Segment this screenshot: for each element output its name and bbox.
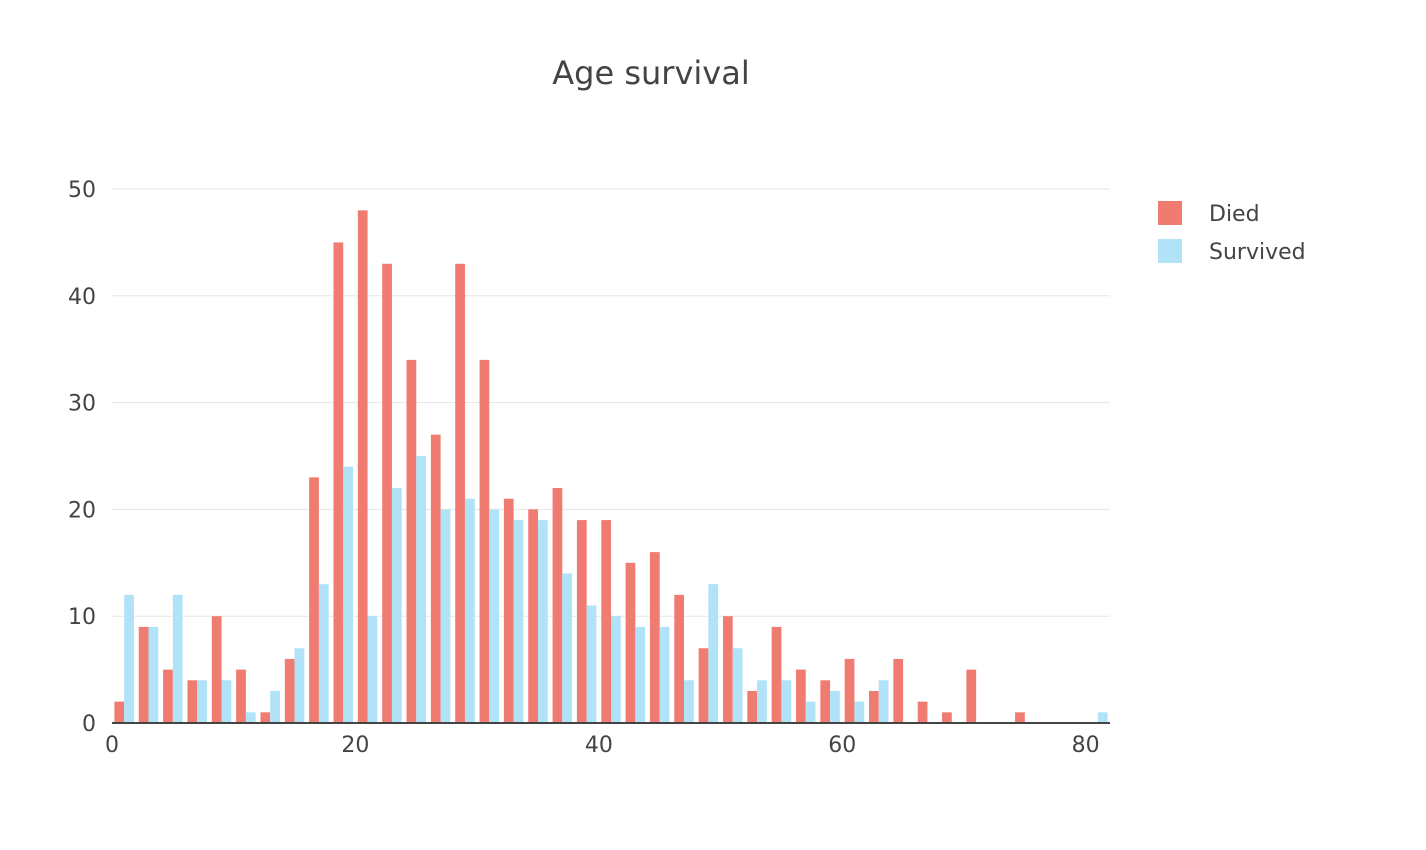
x-tick-label: 0 [105,733,119,758]
bar-died [698,648,709,723]
bar-died [966,669,977,723]
bar-died [869,690,879,723]
bar-survived [513,520,524,723]
bar-died [333,242,344,723]
bar-died [406,359,417,723]
bar-died [576,520,587,723]
y-tick-label: 0 [82,712,96,737]
bar-survived [854,701,865,723]
chart-title: Age survival [552,54,749,92]
bar-survived [635,626,646,723]
bar-survived [221,680,232,723]
bar-survived [805,701,816,723]
bar-died [844,658,855,723]
bar-died [236,669,246,723]
bar-survived [464,498,475,723]
bar-died [649,552,660,723]
bar-died [382,263,392,723]
bar-died [795,669,806,723]
bar-died [357,210,368,724]
bar-survived [830,690,840,723]
bar-died [430,434,441,723]
y-tick-label: 50 [68,178,96,203]
bar-died [1015,712,1025,723]
bar-died [309,477,319,723]
bar-survived [245,712,256,723]
bar-died [722,616,733,723]
bar-survived [732,648,743,723]
bar-died [138,626,149,723]
legend-swatch-survived [1158,239,1182,263]
bar-survived [270,690,280,723]
bar-survived [440,509,451,723]
x-tick-label: 60 [828,733,856,758]
bar-survived [659,626,670,723]
bar-survived [1097,712,1108,723]
bar-died [455,263,465,723]
x-tick-label: 20 [341,733,369,758]
bar-survived [562,573,573,723]
bar-survived [708,584,719,723]
y-tick-label: 30 [68,392,96,417]
legend-label-died: Died [1209,202,1260,227]
bar-survived [367,616,378,723]
grid-lines [112,188,1110,617]
bar-survived [318,584,329,723]
bar-died [917,701,928,723]
bar-survived [684,680,694,723]
x-tick-label: 80 [1072,733,1100,758]
bar-survived [878,680,889,723]
bar-series [114,210,1108,724]
bar-died [187,680,198,723]
bar-survived [343,466,353,723]
bar-died [211,616,222,723]
bar-died [528,509,538,723]
bar-died [747,690,758,723]
bar-died [893,658,904,723]
bar-survived [537,520,548,723]
bar-died [820,680,831,723]
legend-label-survived: Survived [1209,240,1306,265]
bar-survived [391,488,402,723]
bar-died [114,701,125,723]
bar-survived [781,680,792,723]
bar-survived [416,456,427,723]
bar-died [503,498,514,723]
bar-survived [586,605,597,723]
bar-survived [611,616,621,723]
bar-died [284,658,295,723]
bar-survived [489,509,500,723]
bar-survived [148,626,159,723]
bar-survived [197,680,207,723]
bar-died [479,359,490,723]
x-tick-label: 40 [585,733,613,758]
bar-died [260,712,271,723]
bar-died [625,562,636,723]
y-tick-label: 10 [68,605,96,630]
axes: 0 10 20 30 40 50 0 20 40 60 80 [68,178,1110,758]
bar-died [674,594,685,723]
bar-survived [757,680,767,723]
bar-died [601,520,611,723]
bar-died [552,488,563,723]
legend-swatch-died [1158,201,1182,225]
y-tick-label: 20 [68,498,96,523]
bar-survived [172,594,183,723]
bar-died [942,712,952,723]
y-tick-label: 40 [68,285,96,310]
bar-died [163,669,173,723]
bar-died [771,626,782,723]
legend: Died Survived [1158,201,1306,265]
bar-survived [294,648,305,723]
bar-survived [124,594,134,723]
